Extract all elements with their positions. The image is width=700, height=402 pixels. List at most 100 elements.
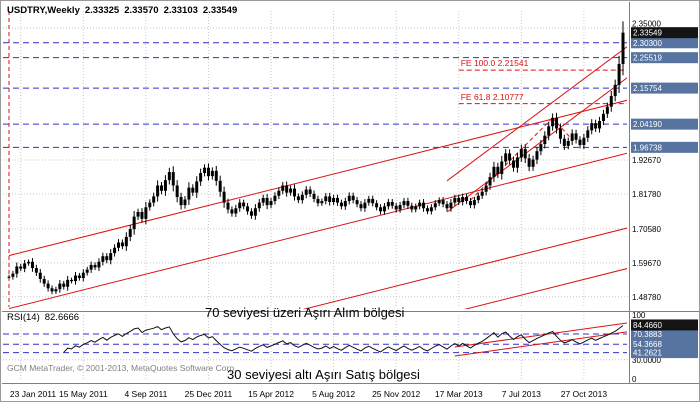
candle-body	[109, 253, 113, 261]
symbol-period-label: USDTRY,Weekly	[7, 5, 80, 16]
candle-body	[515, 157, 519, 168]
trend-line[interactable]	[446, 45, 629, 182]
current-price-chip-box	[631, 27, 698, 39]
candle-body	[527, 158, 531, 167]
candle-body	[336, 197, 340, 203]
candle-body	[613, 84, 617, 97]
current-rsi-chip-box	[631, 319, 698, 331]
candle-body	[449, 202, 453, 209]
candle-body	[191, 187, 195, 193]
candle-body	[30, 261, 34, 269]
rsi-tick-label: 100	[632, 311, 646, 320]
candle-body	[15, 266, 19, 274]
candle-body	[339, 202, 343, 207]
candle-body	[476, 195, 480, 201]
candle-body	[42, 278, 46, 284]
trend-line[interactable]	[9, 268, 629, 402]
candle-body	[605, 106, 609, 114]
candle-body	[261, 197, 265, 203]
chart-title: USDTRY,Weekly 2.33325 2.33570 2.33103 2.3354…	[7, 5, 242, 16]
trend-line[interactable]	[8, 152, 629, 309]
candle-body	[543, 135, 547, 145]
fibonacci-expansion-label-618[interactable]: FE 61.8 2.10777	[460, 91, 524, 102]
candle-body	[594, 123, 598, 129]
candle-body	[332, 197, 336, 202]
quote-close: 2.33549	[202, 5, 238, 16]
candle-body	[441, 200, 445, 205]
candle-body	[359, 204, 363, 209]
candle-body	[379, 207, 383, 212]
price-level-chip: 2.30300	[633, 39, 662, 48]
candle-body	[66, 279, 70, 287]
candle-body	[304, 189, 308, 195]
candle-body	[390, 201, 394, 206]
candle-body	[7, 276, 11, 278]
trend-line[interactable]	[9, 227, 629, 384]
candle-body	[500, 161, 504, 174]
candle-body	[73, 275, 77, 282]
candle-body	[468, 201, 472, 206]
candle-body	[27, 261, 31, 264]
candle-body	[433, 203, 437, 208]
rsi-level-chip-box	[631, 338, 698, 350]
main-pane	[3, 11, 629, 402]
date-tick-label: 7 Jul 2013	[502, 389, 541, 399]
rsi-trend-line[interactable]	[454, 331, 629, 357]
rsi-line	[63, 325, 624, 353]
rsi-level-chip: 70.3883	[633, 330, 662, 339]
price-level-chip: 2.04190	[633, 120, 662, 129]
candle-body	[519, 149, 523, 158]
candle-body	[308, 189, 312, 194]
candle-body	[23, 263, 27, 269]
fibonacci-anchor-line	[552, 117, 573, 141]
price-tick-label: 1.70580	[632, 225, 661, 234]
candle-body	[590, 123, 594, 131]
indicator-title: RSI(14) 82.6666	[7, 312, 84, 323]
candle-body	[402, 201, 406, 206]
candle-body	[539, 144, 543, 152]
candle-body	[511, 160, 515, 168]
candle-body	[429, 207, 433, 212]
candle-body	[484, 185, 488, 192]
price-level-chip-box	[631, 118, 698, 130]
candle-body	[160, 185, 164, 191]
oversold-annotation: 30 seviyesi altı Aşırı Satış bölgesi	[227, 367, 420, 382]
trend-line[interactable]	[8, 99, 629, 257]
candle-body	[281, 185, 285, 191]
candle-body	[578, 139, 582, 145]
rsi-trend-line[interactable]	[454, 322, 629, 348]
candle-body	[148, 202, 152, 208]
date-tick-label: 17 Mar 2013	[435, 389, 483, 399]
candle-body	[324, 196, 328, 202]
candle-body	[179, 197, 183, 206]
candle-body	[343, 201, 347, 207]
candle-body	[398, 205, 402, 210]
candle-body	[601, 113, 605, 121]
indicator-name: RSI(14)	[7, 312, 40, 323]
price-tick-label: 2.35000	[632, 20, 661, 29]
current-rsi-chip: 84.4660	[633, 321, 662, 330]
trend-line[interactable]	[446, 76, 629, 213]
candle-body	[558, 128, 562, 139]
indicator-value: 82.6666	[44, 312, 80, 323]
candle-body	[453, 197, 457, 203]
candle-body	[105, 256, 109, 261]
candle-body	[351, 195, 355, 201]
candle-body	[292, 188, 296, 197]
candle-body	[425, 208, 429, 212]
candle-body	[136, 211, 140, 217]
candle-body	[85, 269, 89, 273]
price-tick-label: 1.48780	[632, 293, 661, 302]
candle-body	[234, 208, 238, 214]
candle-body	[386, 201, 390, 207]
candle-body	[54, 289, 58, 292]
candle-body	[238, 202, 242, 209]
candle-body	[62, 283, 66, 287]
candle-body	[187, 187, 191, 200]
candle-body	[195, 181, 199, 193]
fibonacci-expansion-label-100[interactable]: FE 100.0 2.21541	[460, 58, 529, 69]
candle-body	[175, 185, 179, 198]
candle-body	[265, 197, 269, 206]
